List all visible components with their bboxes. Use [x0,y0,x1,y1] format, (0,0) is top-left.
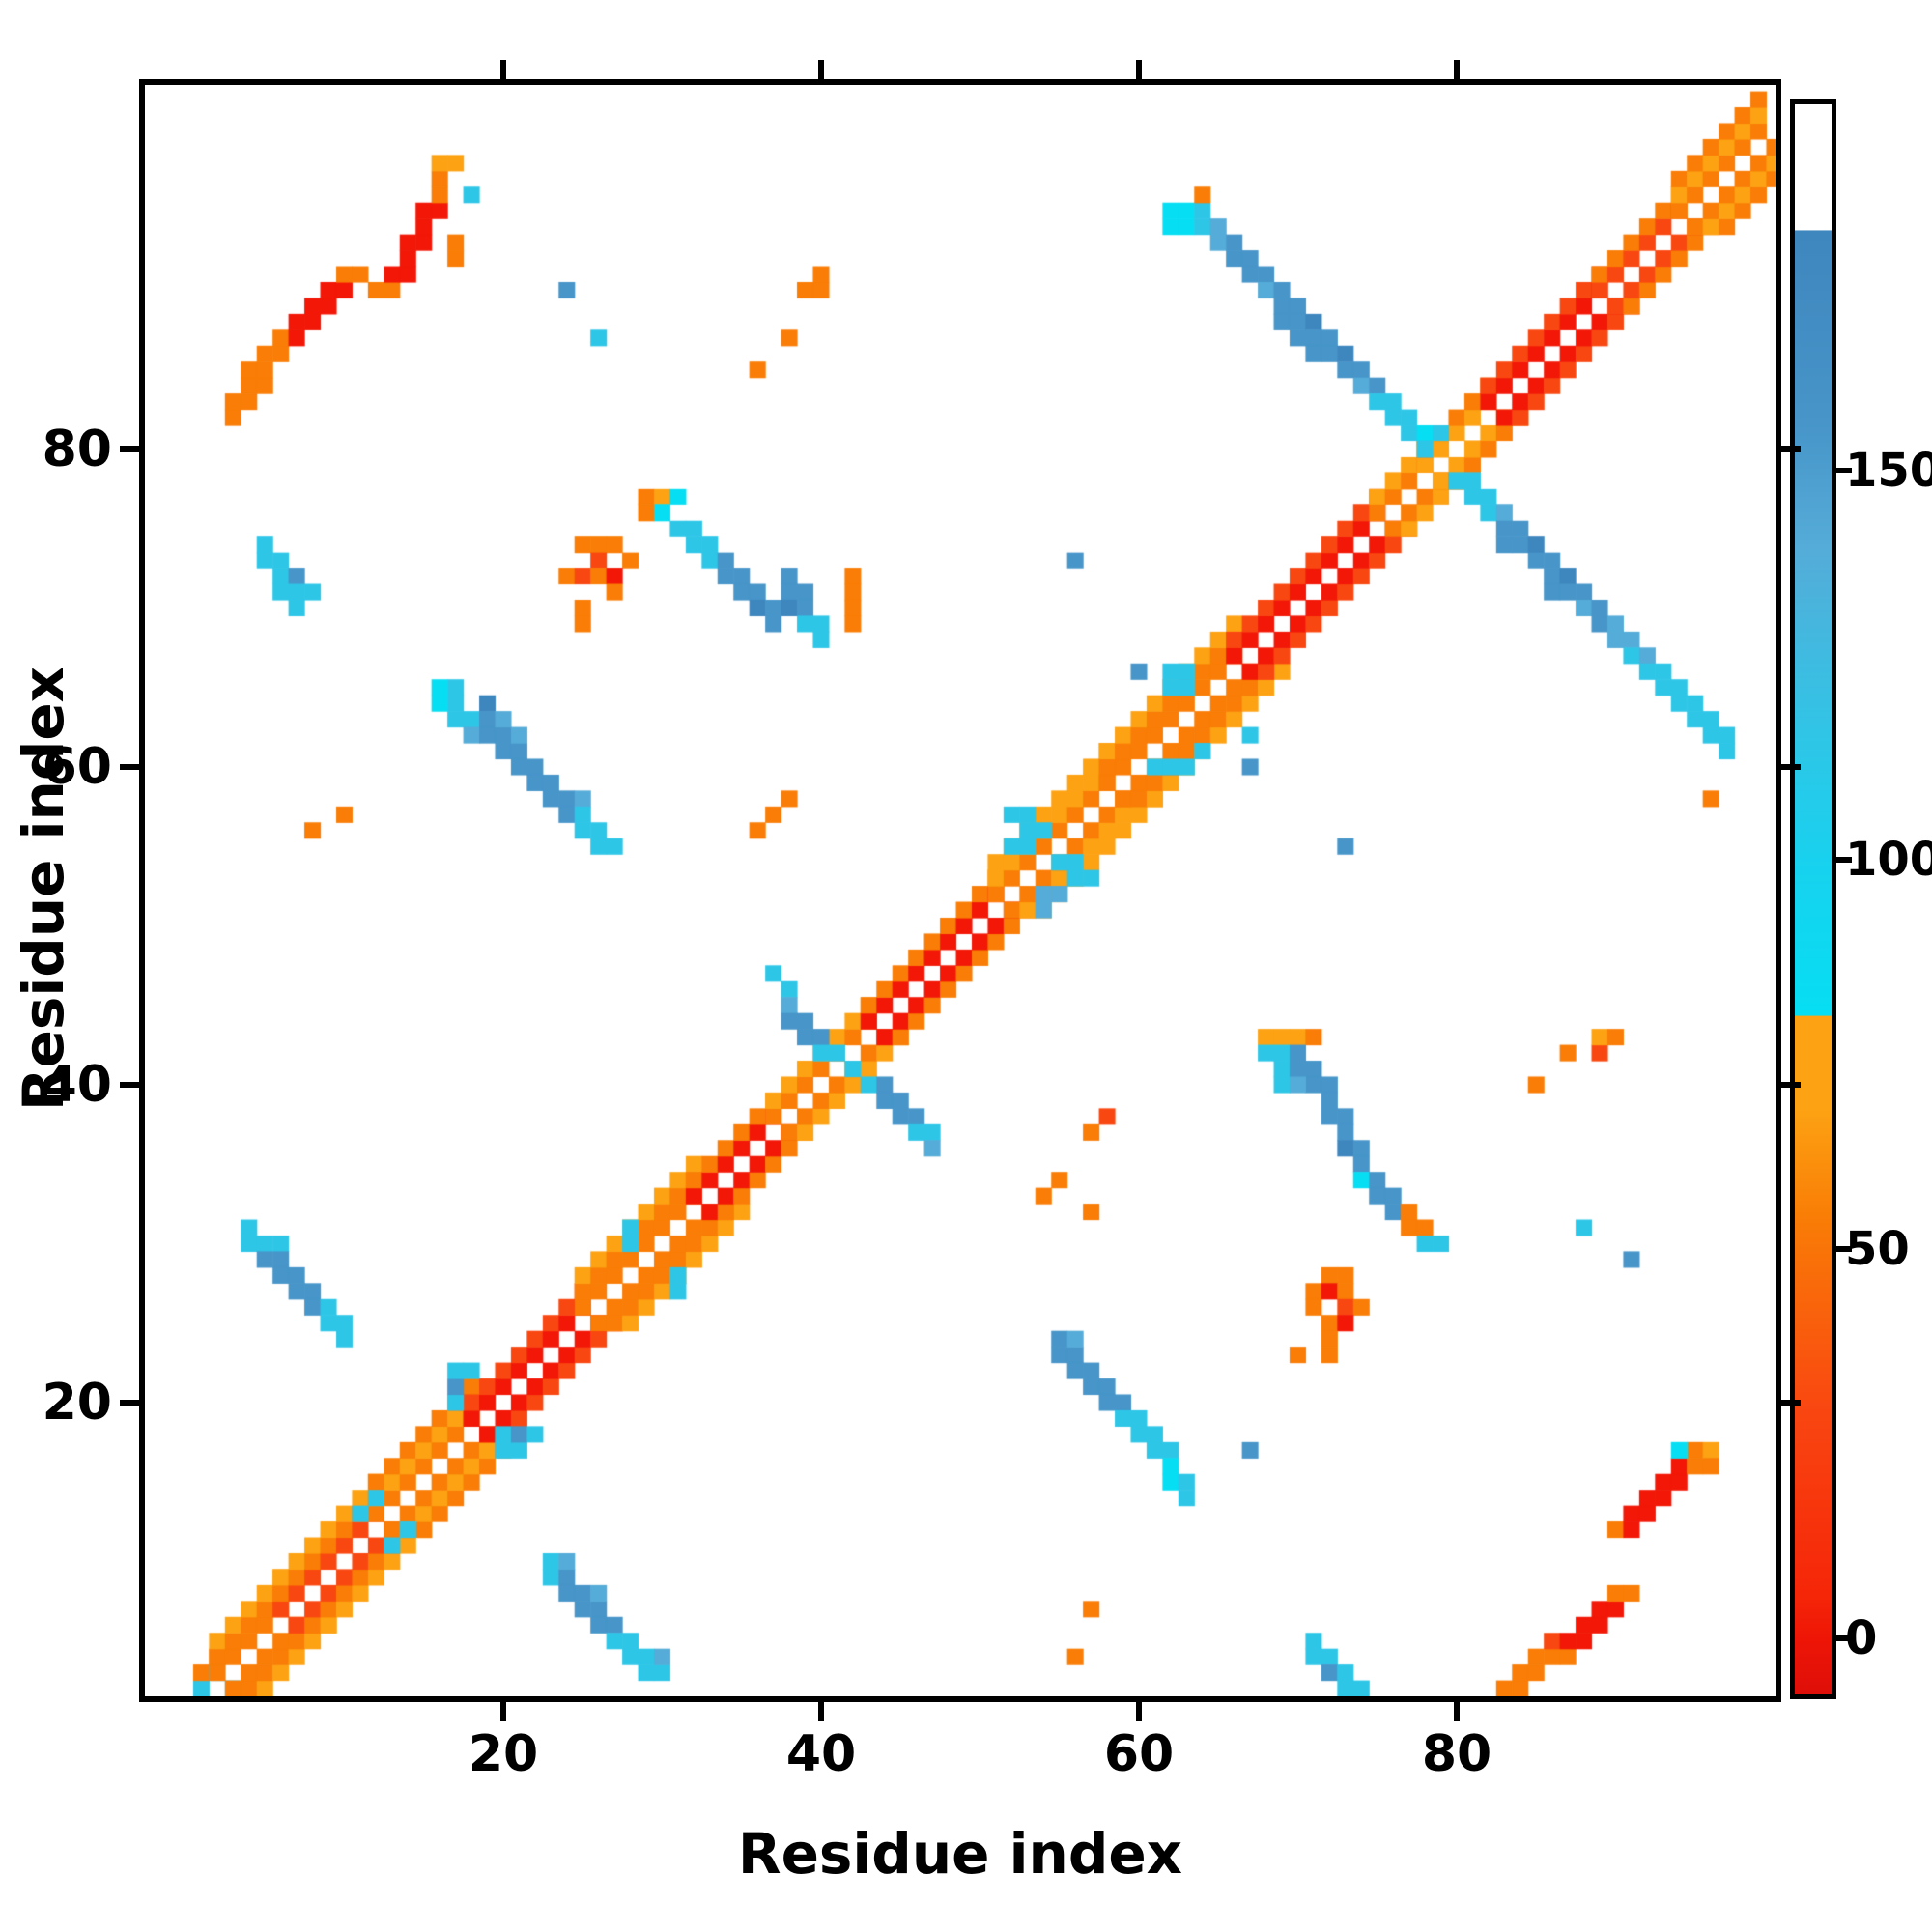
contact-map-heatmap [145,85,1776,1696]
x-axis-top-tick [1136,60,1142,79]
y-axis-tick [120,764,139,770]
y-axis-right-tick [1781,446,1801,452]
colorbar-tick [1836,1246,1852,1252]
colorbar-tick-label: 50 [1845,1222,1910,1276]
y-axis-right-tick [1781,764,1801,770]
colorbar-tick [1836,468,1852,473]
y-axis-tick [120,446,139,452]
x-axis-top-tick [500,60,506,79]
y-tick-label: 20 [42,1374,112,1432]
x-tick-label: 40 [785,1725,857,1783]
colorbar-tick-label: 0 [1845,1611,1878,1665]
x-axis-tick [1454,1702,1460,1721]
colorbar-gradient [1795,104,1832,1694]
x-tick-label: 80 [1421,1725,1492,1783]
x-tick-label: 60 [1103,1725,1175,1783]
y-tick-label: 80 [42,420,112,478]
y-axis-tick [120,1082,139,1088]
colorbar-tick [1836,1635,1852,1641]
x-axis-title: Residue index [737,1821,1183,1887]
y-tick-label: 60 [42,738,112,796]
x-axis-top-tick [1454,60,1460,79]
colorbar-tick-label: 100 [1845,833,1932,887]
x-axis-top-tick [818,60,824,79]
y-tick-label: 40 [42,1056,112,1114]
colorbar-tick [1836,857,1852,863]
y-axis-tick [120,1400,139,1406]
x-axis-tick [500,1702,506,1721]
y-axis-right-tick [1781,1400,1801,1406]
y-axis-right-tick [1781,1082,1801,1088]
colorbar [1790,99,1836,1699]
x-axis-tick [1136,1702,1142,1721]
x-tick-label: 20 [468,1725,539,1783]
colorbar-tick-label: 150 [1845,443,1932,497]
plot-area [139,79,1781,1702]
y-axis-title: Residue index [11,666,76,1112]
x-axis-tick [818,1702,824,1721]
